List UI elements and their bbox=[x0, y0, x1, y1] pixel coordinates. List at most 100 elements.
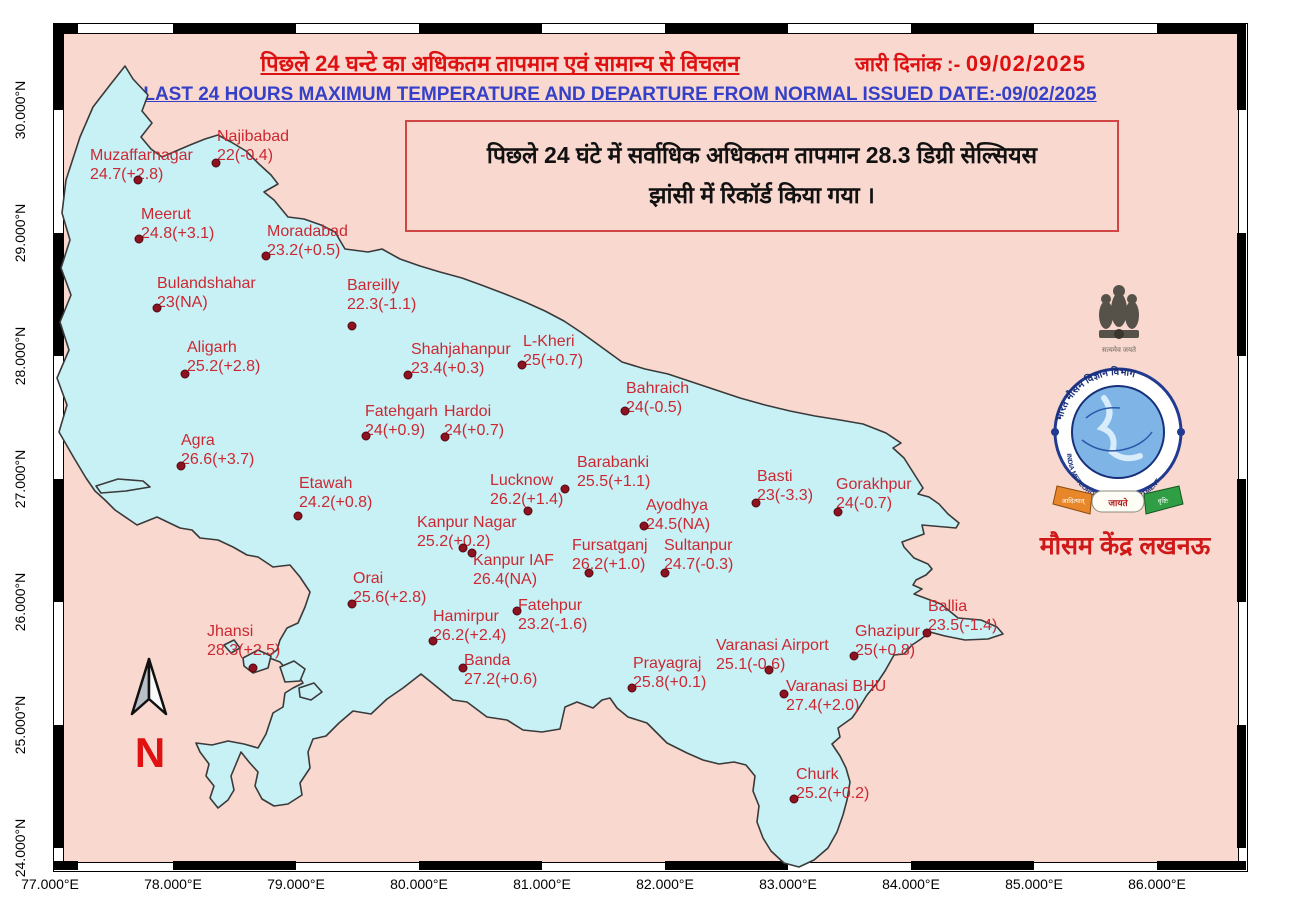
station-value: 23(-3.3) bbox=[757, 487, 814, 504]
page-title-hindi: पिछले 24 घन्टे का अधिकतम तापमान एवं सामा… bbox=[260, 51, 740, 76]
station-dot bbox=[779, 689, 789, 699]
station-name: Meerut bbox=[141, 206, 191, 223]
station-value: 26.2(+2.4) bbox=[433, 627, 507, 644]
lon-tick-label: 80.000°E bbox=[390, 876, 448, 892]
station-value: 25(+0.8) bbox=[855, 642, 916, 659]
station-name: Barabanki bbox=[577, 454, 650, 471]
station-value: 25(+0.7) bbox=[523, 352, 584, 369]
station-value: 28.3(+2.5) bbox=[207, 642, 281, 659]
station-label: Gorakhpur 24(-0.7) bbox=[836, 475, 912, 513]
station-value: 23(NA) bbox=[157, 294, 208, 311]
station-value: 24.7(-0.3) bbox=[664, 556, 734, 573]
station-name: Muzaffarnagar bbox=[90, 147, 193, 164]
station-label: Bahraich 24(-0.5) bbox=[626, 379, 689, 417]
station-dot bbox=[627, 683, 637, 693]
station-name: L-Kheri bbox=[523, 333, 575, 350]
station-dot bbox=[134, 234, 144, 244]
station-name: Kanpur Nagar bbox=[417, 514, 517, 531]
station-label: Bareilly 22.3(-1.1) bbox=[347, 276, 416, 314]
record-info-line2: झांसी में रिकॉर्ड किया गया । bbox=[649, 182, 875, 208]
station-label: Najibabad 22(-0.4) bbox=[217, 127, 289, 165]
station-label: Kanpur IAF 26.4(NA) bbox=[473, 551, 554, 589]
station-label: Muzaffarnagar 24.7(+2.8) bbox=[90, 146, 193, 184]
station-dot bbox=[922, 628, 932, 638]
station-value: 25.5(+1.1) bbox=[577, 473, 651, 490]
station-label: Varanasi BHU 27.4(+2.0) bbox=[786, 677, 886, 715]
station-name: Basti bbox=[757, 468, 793, 485]
station-label: Bulandshahar 23(NA) bbox=[157, 274, 256, 312]
station-value: 23.4(+0.3) bbox=[411, 360, 485, 377]
lon-tick-label: 82.000°E bbox=[636, 876, 694, 892]
lon-tick-label: 86.000°E bbox=[1128, 876, 1186, 892]
station-label: Ayodhya 24.5(NA) bbox=[646, 496, 710, 534]
station-label: Churk 25.2(+0.2) bbox=[796, 765, 869, 803]
lon-tick-label: 85.000°E bbox=[1005, 876, 1063, 892]
station-dot bbox=[584, 568, 594, 578]
station-value: 22(-0.4) bbox=[217, 147, 274, 164]
station-value: 24(-0.5) bbox=[626, 399, 683, 416]
station-label: Fatehgarh 24(+0.9) bbox=[365, 402, 438, 440]
station-label: L-Kheri 25(+0.7) bbox=[523, 332, 583, 370]
station-label: Meerut 24.8(+3.1) bbox=[141, 205, 214, 243]
station-name: Sultanpur bbox=[664, 537, 733, 554]
station-dot bbox=[211, 158, 221, 168]
station-name: Fatehgarh bbox=[365, 403, 438, 420]
station-name: Prayagraj bbox=[633, 655, 702, 672]
state-island bbox=[95, 478, 151, 494]
station-label: Prayagraj 25.8(+0.1) bbox=[633, 654, 706, 692]
station-dot bbox=[833, 507, 843, 517]
lon-tick-label: 77.000°E bbox=[21, 876, 79, 892]
station-value: 24(+0.7) bbox=[444, 422, 505, 439]
station-dot bbox=[361, 431, 371, 441]
issue-date: जारी दिनांक :- 09/02/2025 bbox=[855, 50, 1185, 77]
station-name: Jhansi bbox=[207, 623, 254, 640]
station-dot bbox=[440, 432, 450, 442]
station-dot bbox=[261, 251, 271, 261]
station-name: Hardoi bbox=[444, 403, 492, 420]
station-name: Hamirpur bbox=[433, 608, 499, 625]
ashoka-emblem-icon: सत्यमेव जयते bbox=[1099, 285, 1139, 354]
station-label: Sultanpur 24.7(-0.3) bbox=[664, 536, 733, 574]
svg-text:आदित्यात्: आदित्यात् bbox=[1062, 497, 1086, 505]
station-name: Ayodhya bbox=[646, 497, 708, 514]
station-dot bbox=[293, 511, 303, 521]
station-label: Agra 26.6(+3.7) bbox=[181, 431, 254, 469]
issue-date-value: 09/02/2025 bbox=[965, 51, 1086, 76]
station-dot bbox=[347, 321, 357, 331]
station-value: 25.2(+0.2) bbox=[796, 785, 870, 802]
station-dot bbox=[152, 303, 162, 313]
station-label: Aligarh 25.2(+2.8) bbox=[187, 338, 260, 376]
lon-tick-label: 84.000°E bbox=[882, 876, 940, 892]
station-label: Hardoi 24(+0.7) bbox=[444, 402, 504, 440]
station-label: Ghazipur 25(+0.8) bbox=[855, 622, 920, 660]
station-dot bbox=[764, 665, 774, 675]
station-name: Agra bbox=[181, 432, 215, 449]
station-value: 24(-0.7) bbox=[836, 495, 893, 512]
record-info-line1: पिछले 24 घंटे में सर्वाधिक अधिकतम तापमान… bbox=[486, 142, 1038, 168]
record-info-box: पिछले 24 घंटे में सर्वाधिक अधिकतम तापमान… bbox=[405, 120, 1119, 232]
station-dot bbox=[347, 599, 357, 609]
station-label: Ballia 23.5(-1.4) bbox=[928, 597, 997, 635]
state-island bbox=[298, 682, 323, 701]
station-dot bbox=[512, 606, 522, 616]
station-dot bbox=[660, 568, 670, 578]
station-name: Gorakhpur bbox=[836, 476, 912, 493]
lon-tick-label: 79.000°E bbox=[267, 876, 325, 892]
station-dot bbox=[428, 636, 438, 646]
issue-date-label: जारी दिनांक :- bbox=[855, 54, 961, 76]
station-label: Etawah 24.2(+0.8) bbox=[299, 474, 372, 512]
station-dot bbox=[849, 651, 859, 661]
station-value: 27.4(+2.0) bbox=[786, 697, 860, 714]
station-name: Fursatganj bbox=[572, 537, 648, 554]
station-name: Bulandshahar bbox=[157, 275, 256, 292]
station-dot bbox=[458, 663, 468, 673]
station-dot bbox=[560, 484, 570, 494]
station-value: 24.5(NA) bbox=[646, 516, 711, 533]
station-dot bbox=[467, 548, 477, 558]
station-dot bbox=[458, 543, 468, 553]
station-dot bbox=[403, 370, 413, 380]
page-title-english: LAST 24 HOURS MAXIMUM TEMPERATURE AND DE… bbox=[143, 84, 1097, 105]
station-name: Banda bbox=[464, 652, 511, 669]
station-value: 26.6(+3.7) bbox=[181, 451, 255, 468]
station-name: Ballia bbox=[928, 598, 968, 615]
